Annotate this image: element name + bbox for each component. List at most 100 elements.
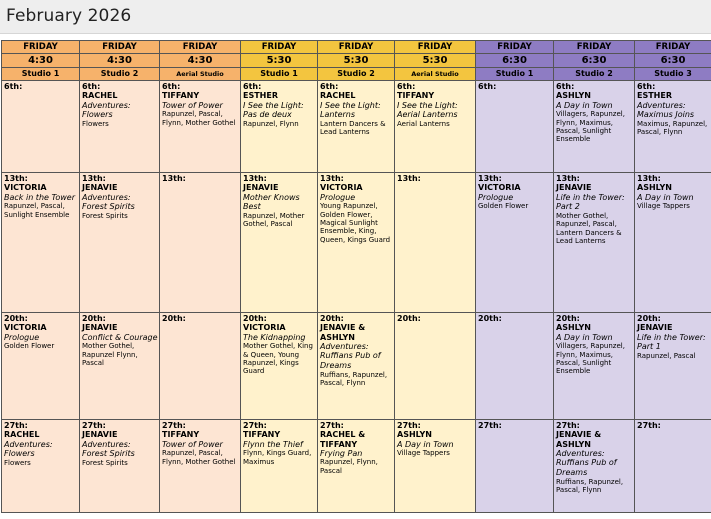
cell-date: 20th: <box>637 314 661 323</box>
cell-cast: Mother Gothel, Rapunzel, Pascal, Lantern… <box>556 211 622 245</box>
schedule-cell: 13th: ASHLYN A Day in Town Village Tappers <box>634 172 711 313</box>
week-row: 20th: VICTORIA Prologue Golden Flower 20th: J… <box>1 312 711 420</box>
schedule-cell: 13th: JENAVIE Adventures: Forest Spirits Fo… <box>79 172 160 313</box>
cell-date: 13th: <box>4 174 28 183</box>
cell-date: 6th: <box>82 82 101 91</box>
cell-cast: Lantern Dancers & Lead Lanterns <box>320 119 386 137</box>
cell-teacher: TIFFANY <box>243 430 281 440</box>
cell-cast: Flynn, Kings Guard, Maximus <box>243 449 312 466</box>
cell-cast: Aerial Lanterns <box>397 119 450 128</box>
cell-date: 6th: <box>478 82 497 91</box>
cell-date: 20th: <box>320 314 344 323</box>
schedule-cell: 13th: JENAVIE Life in the Tower: Part 2 Mot… <box>553 172 635 313</box>
schedule-cell: 13th: <box>159 172 241 313</box>
cell-teacher: JENAVIE <box>637 323 673 333</box>
schedule-cell: 13th: <box>394 172 476 313</box>
cell-cast: Rapunzel, Flynn, Pascal <box>320 458 378 475</box>
week-row: 13th: VICTORIA Back in the Tower Rapunzel, … <box>1 172 711 313</box>
cell-date: 27th: <box>82 421 106 430</box>
cell-teacher: JENAVIE <box>82 430 118 440</box>
studio-header-cell: Studio 1 <box>475 67 554 81</box>
schedule-cell: 20th: <box>475 312 554 420</box>
day-header-row: FRIDAY FRIDAY FRIDAY FRIDAY FRIDAY FRIDAY FRID… <box>1 40 711 54</box>
schedule-cell: 6th: ESTHER I See the Light: Pas de deux Ra… <box>240 80 318 173</box>
cell-date: 6th: <box>637 82 656 91</box>
schedule-cell: 27th: JENAVIE Adventures: Forest Spirits Fo… <box>79 419 160 513</box>
studio-header-cell: Aerial Studio <box>394 67 476 81</box>
cell-date: 13th: <box>637 174 661 183</box>
cell-cast: Maximus, Rapunzel, Pascal, Flynn <box>637 119 708 137</box>
cell-cast: Village Tappers <box>397 449 450 458</box>
day-header-cell: FRIDAY <box>475 40 554 54</box>
cell-date: 27th: <box>4 421 28 430</box>
schedule-cell: 6th: <box>1 80 80 173</box>
cell-teacher: VICTORIA <box>4 183 47 193</box>
schedule-cell: 20th: JENAVIE Conflict & Courage Mother Got… <box>79 312 160 420</box>
schedule-cell: 20th: VICTORIA The Kidnapping Mother Gothel… <box>240 312 318 420</box>
cell-date: 20th: <box>82 314 106 323</box>
schedule-cell: 13th: VICTORIA Back in the Tower Rapunzel, … <box>1 172 80 313</box>
cell-piece-title: Adventures: Flowers <box>82 100 131 120</box>
cell-piece-title: Adventures: Ruffians Pub of Dreams <box>320 341 381 371</box>
cell-cast: Rapunzel, Pascal, Flynn, Mother Gothel <box>162 449 236 466</box>
cell-teacher: JENAVIE & ASHLYN <box>556 430 602 449</box>
time-header-cell: 4:30 <box>1 53 80 68</box>
time-header-cell: 6:30 <box>475 53 554 68</box>
cell-teacher: TIFFANY <box>162 430 200 440</box>
cell-cast: Flowers <box>82 119 109 128</box>
cell-piece-title: Prologue <box>478 192 514 202</box>
schedule-cell: 13th: VICTORIA Prologue Young Rapunzel, Gol… <box>317 172 395 313</box>
cell-piece-title: Adventures: Flowers <box>4 439 53 459</box>
schedule-cell: 27th: JENAVIE & ASHLYN Adventures: Ruffian… <box>553 419 635 513</box>
schedule-cell: 6th: TIFFANY I See the Light: Aerial Lante… <box>394 80 476 173</box>
schedule-cell: 6th: RACHEL Adventures: Flowers Flowers <box>79 80 160 173</box>
time-header-cell: 6:30 <box>553 53 635 68</box>
day-header-cell: FRIDAY <box>317 40 395 54</box>
time-header-cell: 6:30 <box>634 53 711 68</box>
cell-teacher: ASHLYN <box>556 323 591 333</box>
studio-header-cell: Studio 2 <box>79 67 160 81</box>
schedule-cell: 20th: JENAVIE Life in the Tower: Part 1 Rap… <box>634 312 711 420</box>
cell-cast: Rapunzel, Pascal, Flynn, Mother Gothel <box>162 110 236 127</box>
cell-date: 13th: <box>243 174 267 183</box>
cell-date: 13th: <box>397 174 421 183</box>
cell-cast: Villagers, Rapunzel, Flynn, Maximus, Pas… <box>556 342 625 376</box>
cell-date: 27th: <box>637 421 661 430</box>
cell-teacher: ASHLYN <box>637 183 672 193</box>
studio-header-cell: Aerial Studio <box>159 67 241 81</box>
cell-cast: Mother Gothel, Rapunzel Flynn, Pascal <box>82 342 138 367</box>
page-title: February 2026 <box>6 6 132 26</box>
cell-teacher: ESTHER <box>637 91 673 101</box>
cell-teacher: ASHLYN <box>397 430 432 440</box>
cell-piece-title: Adventures: Forest Spirits <box>82 192 135 212</box>
cell-teacher: VICTORIA <box>320 183 363 193</box>
cell-date: 27th: <box>556 421 580 430</box>
schedule-cell: 20th: <box>394 312 476 420</box>
cell-cast: Ruffians, Rapunzel, Pascal, Flynn <box>556 477 624 495</box>
day-header-cell: FRIDAY <box>394 40 476 54</box>
cell-cast: Golden Flower <box>4 342 55 351</box>
cell-piece-title: A Day in Town <box>556 100 613 110</box>
cell-piece-title: Mother Knows Best <box>243 192 300 212</box>
cell-cast: Golden Flower <box>478 202 529 211</box>
day-header-cell: FRIDAY <box>553 40 635 54</box>
cell-date: 20th: <box>4 314 28 323</box>
schedule-cell: 27th: RACHEL Adventures: Flowers Flowers <box>1 419 80 513</box>
studio-header-row: Studio 1 Studio 2 Aerial Studio Studio 1 Stu… <box>1 67 711 81</box>
cell-piece-title: A Day in Town <box>397 439 454 449</box>
cell-date: 20th: <box>162 314 186 323</box>
cell-date: 27th: <box>320 421 344 430</box>
time-header-cell: 5:30 <box>317 53 395 68</box>
time-header-cell: 5:30 <box>240 53 318 68</box>
cell-cast: Ruffians, Rapunzel, Pascal, Flynn <box>320 370 388 388</box>
cell-date: 20th: <box>243 314 267 323</box>
cell-piece-title: Flynn the Thief <box>243 439 303 449</box>
cell-piece-title: I See the Light: Pas de deux <box>243 100 304 120</box>
schedule-cell: 20th: <box>159 312 241 420</box>
cell-teacher: RACHEL <box>4 430 40 440</box>
cell-teacher: RACHEL & TIFFANY <box>320 430 366 449</box>
schedule-cell: 27th: <box>475 419 554 513</box>
schedule-cell: 6th: <box>475 80 554 173</box>
cell-date: 13th: <box>82 174 106 183</box>
week-row: 6th: 6th: RACHEL Adventures: Flowers Flowers… <box>1 80 711 173</box>
